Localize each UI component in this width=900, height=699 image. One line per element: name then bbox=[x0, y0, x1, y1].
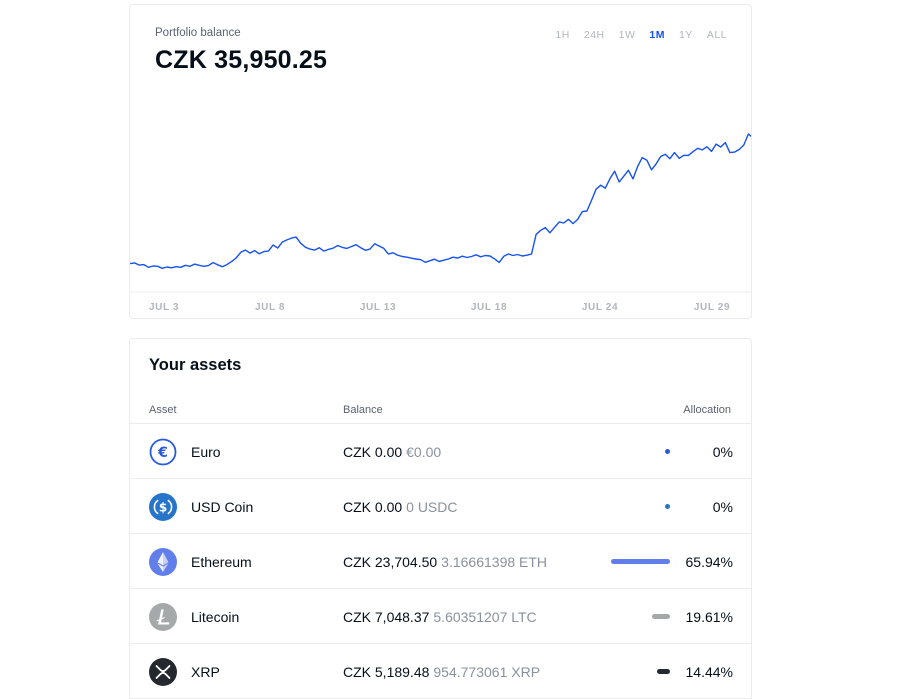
range-1h[interactable]: 1H bbox=[555, 29, 570, 41]
portfolio-balance-value: CZK 35,950.25 bbox=[155, 46, 328, 74]
asset-name: Euro bbox=[191, 444, 221, 460]
chart-series-line bbox=[130, 133, 751, 269]
asset-fiat-balance: CZK 5,189.48 bbox=[343, 664, 430, 680]
asset-balance: CZK 23,704.50 3.16661398 ETH bbox=[343, 554, 547, 570]
header-divider bbox=[130, 423, 751, 424]
asset-balance: CZK 7,048.37 5.60351207 LTC bbox=[343, 609, 537, 625]
allocation-percent: 19.61% bbox=[685, 609, 733, 625]
asset-balance: CZK 0.00 €0.00 bbox=[343, 444, 441, 460]
range-24h[interactable]: 24H bbox=[583, 29, 605, 41]
asset-crypto-balance: 954.773061 XRP bbox=[433, 664, 541, 680]
allocation-bar bbox=[657, 669, 670, 674]
asset-crypto-balance: 5.60351207 LTC bbox=[433, 609, 537, 625]
asset-row-euro[interactable]: € Euro CZK 0.00 €0.00 0% bbox=[130, 424, 751, 479]
portfolio-balance-label: Portfolio balance bbox=[155, 27, 241, 39]
column-header-asset: Asset bbox=[149, 404, 177, 416]
asset-crypto-balance: 0 USDC bbox=[406, 499, 458, 515]
x-tick-label: JUL 29 bbox=[694, 302, 730, 313]
range-1y[interactable]: 1Y bbox=[678, 29, 693, 41]
time-range-selector: 1H 24H 1W 1M 1Y ALL bbox=[541, 29, 727, 41]
x-tick-label: JUL 3 bbox=[149, 302, 179, 313]
allocation-bar bbox=[611, 559, 670, 564]
allocation-percent: 65.94% bbox=[685, 554, 733, 570]
asset-row-ethereum[interactable]: Ethereum CZK 23,704.50 3.16661398 ETH 65.… bbox=[130, 534, 751, 589]
asset-balance: CZK 0.00 0 USDC bbox=[343, 499, 458, 515]
allocation-bar bbox=[665, 504, 670, 509]
asset-crypto-balance: 3.16661398 ETH bbox=[441, 554, 548, 570]
portfolio-line-chart[interactable]: JUL 3 JUL 8 JUL 13 JUL 18 JUL 24 JUL 29 bbox=[130, 95, 752, 319]
ethereum-icon bbox=[149, 548, 177, 576]
allocation-bar bbox=[652, 614, 670, 619]
allocation-bar bbox=[665, 449, 670, 454]
asset-name: XRP bbox=[191, 664, 220, 680]
asset-name: Litecoin bbox=[191, 609, 240, 625]
asset-balance: CZK 5,189.48 954.773061 XRP bbox=[343, 664, 540, 680]
usdc-icon: $ bbox=[149, 493, 177, 521]
asset-fiat-balance: CZK 0.00 bbox=[343, 499, 403, 515]
asset-row-litecoin[interactable]: Litecoin CZK 7,048.37 5.60351207 LTC 19.6… bbox=[130, 589, 751, 644]
asset-row-usd-coin[interactable]: $ USD Coin CZK 0.00 0 USDC 0% bbox=[130, 479, 751, 534]
assets-title: Your assets bbox=[149, 356, 242, 374]
asset-crypto-balance: €0.00 bbox=[406, 444, 442, 460]
asset-fiat-balance: CZK 23,704.50 bbox=[343, 554, 438, 570]
asset-row-xrp[interactable]: XRP CZK 5,189.48 954.773061 XRP 14.44% bbox=[130, 644, 751, 699]
svg-text:€: € bbox=[157, 445, 168, 461]
asset-name: Ethereum bbox=[191, 554, 252, 570]
assets-card: Your assets Asset Balance Allocation € E… bbox=[129, 338, 752, 699]
asset-fiat-balance: CZK 0.00 bbox=[343, 444, 403, 460]
column-header-allocation: Allocation bbox=[683, 404, 731, 416]
litecoin-icon bbox=[149, 603, 177, 631]
range-1w[interactable]: 1W bbox=[618, 29, 636, 41]
allocation-percent: 14.44% bbox=[685, 664, 733, 680]
x-tick-label: JUL 13 bbox=[360, 302, 396, 313]
x-tick-label: JUL 24 bbox=[582, 302, 618, 313]
range-all[interactable]: ALL bbox=[706, 29, 727, 41]
allocation-percent: 0% bbox=[712, 444, 733, 460]
chart-x-axis: JUL 3 JUL 8 JUL 13 JUL 18 JUL 24 JUL 29 bbox=[149, 302, 730, 313]
range-1m[interactable]: 1M bbox=[649, 29, 665, 41]
x-tick-label: JUL 8 bbox=[255, 302, 285, 313]
asset-fiat-balance: CZK 7,048.37 bbox=[343, 609, 430, 625]
xrp-icon bbox=[149, 658, 177, 686]
euro-icon: € bbox=[149, 438, 177, 466]
asset-name: USD Coin bbox=[191, 499, 254, 515]
allocation-percent: 0% bbox=[712, 499, 733, 515]
svg-text:$: $ bbox=[159, 501, 167, 515]
x-tick-label: JUL 18 bbox=[471, 302, 507, 313]
portfolio-balance-card: Portfolio balance CZK 35,950.25 1H 24H 1… bbox=[129, 4, 752, 319]
column-header-balance: Balance bbox=[343, 404, 383, 416]
